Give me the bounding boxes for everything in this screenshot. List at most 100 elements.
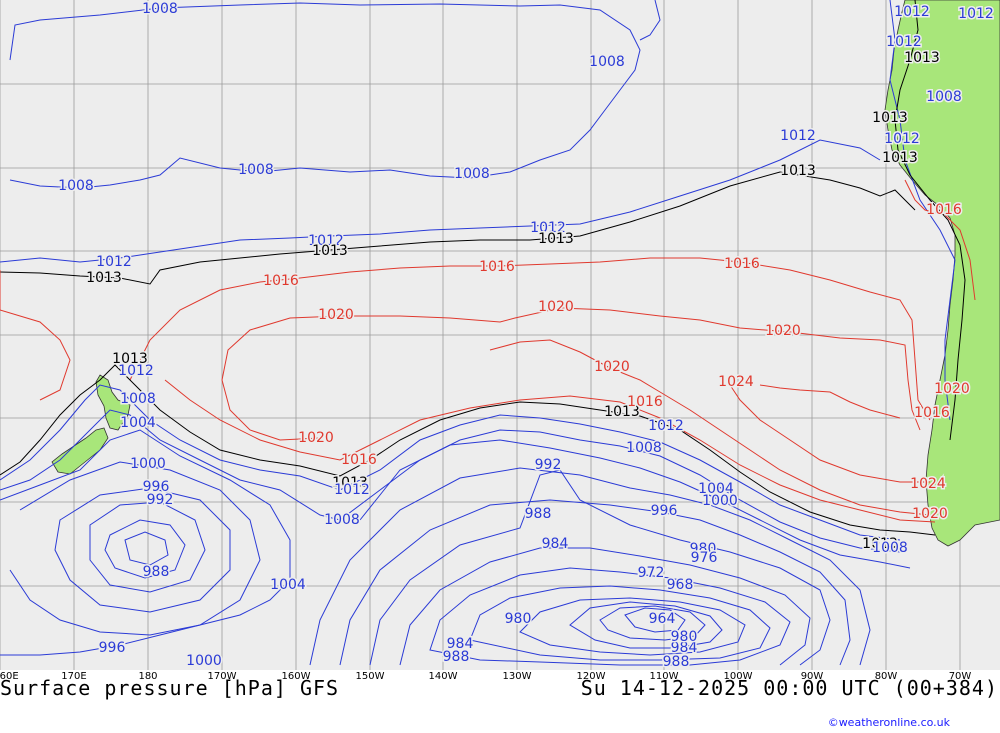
longitude-label: 110W bbox=[649, 671, 679, 682]
isobar-label: 1008 bbox=[142, 1, 178, 17]
isobar-label: 1013 bbox=[86, 270, 122, 286]
isobar-label: 1012 bbox=[96, 254, 132, 270]
isobar-label: 1020 bbox=[594, 359, 630, 375]
isobar-label: 1016 bbox=[341, 452, 377, 468]
isobar-988-west bbox=[104, 519, 186, 579]
isobar-1013-south bbox=[0, 364, 936, 536]
isobar-label: 996 bbox=[651, 503, 678, 519]
isobar-label: 1000 bbox=[702, 493, 738, 509]
isobar-label: 1008 bbox=[454, 166, 490, 182]
map-title: Surface pressure [hPa] GFS bbox=[0, 676, 340, 700]
isobar-label: 1013 bbox=[780, 163, 816, 179]
isobar-label: 1008 bbox=[872, 540, 908, 556]
isobar-label: 1016 bbox=[724, 256, 760, 272]
isobar-1008-south bbox=[0, 409, 901, 553]
isobar-label: 1013 bbox=[312, 243, 348, 259]
isobar-lines bbox=[0, 0, 976, 666]
isobar-972 bbox=[569, 601, 723, 649]
land-masses bbox=[51, 0, 1000, 547]
isobar-label: 1012 bbox=[884, 131, 920, 147]
isobar-label: 964 bbox=[649, 611, 676, 627]
isobar-label: 1012 bbox=[530, 220, 566, 236]
isobar-label: 1013 bbox=[332, 475, 368, 491]
isobar-label: 988 bbox=[443, 649, 470, 665]
isobar-label: 1020 bbox=[934, 381, 970, 397]
isobar-1004-east bbox=[359, 439, 911, 569]
longitude-label: 80W bbox=[874, 671, 898, 682]
isobar-996-west bbox=[54, 487, 231, 613]
isobar-label: 1013 bbox=[872, 110, 908, 126]
isobar-label: 1012 bbox=[780, 128, 816, 144]
isobar-label: 1013 bbox=[862, 536, 898, 552]
isobar-label: 1012 bbox=[894, 4, 930, 20]
isobar-label: 972 bbox=[638, 565, 665, 581]
isobar-984-east bbox=[429, 567, 791, 666]
isobar-label: 968 bbox=[667, 577, 694, 593]
map-valid-time: Su 14-12-2025 00:00 UTC (00+384) bbox=[580, 676, 998, 700]
isobar-968 bbox=[599, 605, 706, 641]
isobar-1000 bbox=[9, 461, 261, 636]
isobar-label: 1000 bbox=[186, 653, 222, 669]
isobar-label: 1016 bbox=[926, 202, 962, 218]
longitude-label: 130W bbox=[502, 671, 532, 682]
isobar-label: 1008 bbox=[58, 178, 94, 194]
isobar-label: 1013 bbox=[904, 50, 940, 66]
isobar-1012-north bbox=[0, 139, 881, 263]
isobar-label: 980 bbox=[690, 541, 717, 557]
isobar-label: 992 bbox=[147, 492, 174, 508]
new-zealand-north-island bbox=[95, 374, 131, 431]
isobar-label: 984 bbox=[671, 640, 698, 656]
isobar-label: 1004 bbox=[120, 415, 156, 431]
isobar-label: 1008 bbox=[626, 440, 662, 456]
isobar-label: 988 bbox=[663, 654, 690, 670]
longitude-label: 170E bbox=[61, 671, 87, 682]
south-america bbox=[884, 0, 1000, 547]
isobar-label: 984 bbox=[542, 536, 569, 552]
isobar-1012-south bbox=[0, 384, 901, 541]
isobar-label: 1013 bbox=[604, 404, 640, 420]
isobar-label: 1016 bbox=[263, 273, 299, 289]
isobar-1008-north-right bbox=[639, 0, 661, 41]
isobar-label: 1013 bbox=[538, 231, 574, 247]
longitude-label: 140W bbox=[428, 671, 458, 682]
isobar-1016-sa bbox=[904, 179, 976, 301]
isobar-label: 1013 bbox=[882, 150, 918, 166]
longitude-label: 160E bbox=[0, 671, 19, 682]
isobar-label: 1024 bbox=[718, 374, 754, 390]
isobar-1016-north bbox=[0, 257, 931, 421]
isobar-label: 1008 bbox=[120, 391, 156, 407]
isobar-label: 988 bbox=[143, 564, 170, 580]
isobar-label: 1020 bbox=[912, 506, 948, 522]
isobar-964 bbox=[624, 607, 686, 633]
longitude-label: 150W bbox=[355, 671, 385, 682]
longitude-label: 120W bbox=[576, 671, 606, 682]
isobar-label: 1020 bbox=[318, 307, 354, 323]
longitude-label: 170W bbox=[207, 671, 237, 682]
isobar-988-east bbox=[399, 547, 811, 666]
longitude-label: 70W bbox=[948, 671, 972, 682]
isobar-label: 1016 bbox=[479, 259, 515, 275]
isobar-1000-east bbox=[309, 467, 871, 666]
isobar-label: 1008 bbox=[324, 512, 360, 528]
isobar-label: 1012 bbox=[118, 363, 154, 379]
credit-link[interactable]: ©weatheronline.co.uk bbox=[827, 716, 950, 729]
isobar-label: 980 bbox=[671, 629, 698, 645]
isobar-label: 988 bbox=[525, 506, 552, 522]
isobar-label: 980 bbox=[505, 611, 532, 627]
isobar-label: 984 bbox=[447, 636, 474, 652]
isobar-label: 1008 bbox=[589, 54, 625, 70]
isobar-labels: 1008 1008 1008 1008 1008 1012 1012 1012 1012 1012… bbox=[57, 0, 996, 670]
isobar-992-west bbox=[89, 501, 206, 593]
isobar-label: 1020 bbox=[298, 430, 334, 446]
isobar-label: 1000 bbox=[130, 456, 166, 472]
isobar-label: 996 bbox=[143, 479, 170, 495]
isobar-984-west bbox=[124, 531, 169, 566]
isobar-980-east bbox=[469, 585, 771, 661]
isobar-996-east bbox=[339, 499, 851, 666]
isobar-label: 1012 bbox=[886, 34, 922, 50]
isobar-1013-north bbox=[0, 171, 916, 285]
isobar-label: 1004 bbox=[698, 481, 734, 497]
longitude-label: 160W bbox=[281, 671, 311, 682]
isobar-1024 bbox=[729, 384, 930, 483]
